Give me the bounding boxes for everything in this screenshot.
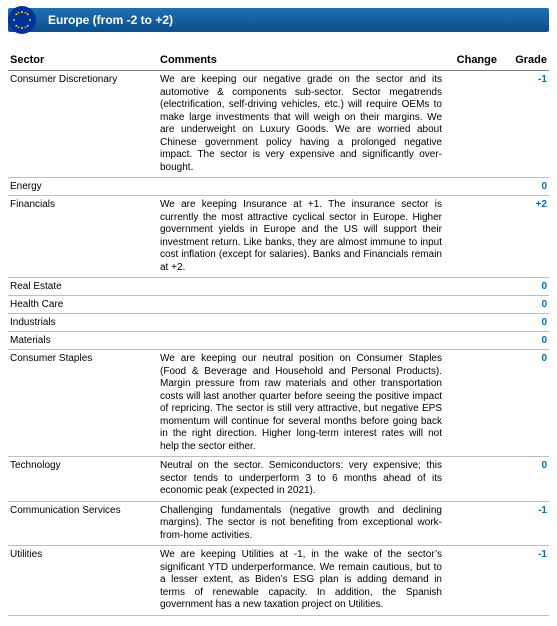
cell-grade: 0 [499,314,549,332]
table-body: Consumer DiscretionaryWe are keeping our… [8,71,549,616]
cell-grade: 0 [499,350,549,457]
header-fill: Europe (from -2 to +2) [44,9,549,31]
cell-sector: Financials [8,196,158,278]
cell-comments [158,296,444,314]
cell-comments: We are keeping our neutral position on C… [158,350,444,457]
table-row: Communication ServicesChallenging fundam… [8,501,549,546]
cell-grade: -1 [499,501,549,546]
col-grade: Grade [499,50,549,71]
cell-comments [158,332,444,350]
cell-change [444,296,499,314]
table-row: Consumer DiscretionaryWe are keeping our… [8,71,549,178]
cell-sector: Health Care [8,296,158,314]
table-row: TechnologyNeutral on the sector. Semicon… [8,457,549,502]
table-row: Consumer StaplesWe are keeping our neutr… [8,350,549,457]
eu-flag-icon [8,6,36,34]
cell-sector: Industrials [8,314,158,332]
cell-sector: Energy [8,178,158,196]
table-row: Real Estate 0 [8,278,549,296]
cell-grade: 0 [499,178,549,196]
cell-comments: Neutral on the sector. Semiconductors: v… [158,457,444,502]
cell-sector: Real Estate [8,278,158,296]
table-row: UtilitiesWe are keeping Utilities at -1,… [8,546,549,616]
region-header: Europe (from -2 to +2) [8,8,549,32]
table-row: Health Care 0 [8,296,549,314]
table-row: FinancialsWe are keeping Insurance at +1… [8,196,549,278]
cell-sector: Communication Services [8,501,158,546]
cell-change [444,457,499,502]
cell-change [444,546,499,616]
cell-sector: Utilities [8,546,158,616]
cell-sector: Technology [8,457,158,502]
cell-comments: We are keeping Insurance at +1. The insu… [158,196,444,278]
cell-grade: 0 [499,332,549,350]
cell-change [444,501,499,546]
cell-grade: -1 [499,546,549,616]
col-sector: Sector [8,50,158,71]
cell-sector: Consumer Discretionary [8,71,158,178]
region-title: Europe (from -2 to +2) [44,8,549,32]
cell-sector: Consumer Staples [8,350,158,457]
cell-grade: -1 [499,71,549,178]
cell-comments: We are keeping Utilities at -1, in the w… [158,546,444,616]
cell-grade: 0 [499,457,549,502]
cell-grade: 0 [499,296,549,314]
cell-comments [158,278,444,296]
table-row: Energy 0 [8,178,549,196]
cell-comments [158,314,444,332]
cell-change [444,314,499,332]
cell-grade: +2 [499,196,549,278]
cell-change [444,350,499,457]
cell-grade: 0 [499,278,549,296]
table-row: Materials 0 [8,332,549,350]
cell-sector: Materials [8,332,158,350]
cell-change [444,71,499,178]
table-header-row: Sector Comments Change Grade [8,50,549,71]
cell-change [444,178,499,196]
cell-change [444,196,499,278]
cell-comments: Challenging fundamentals (negative growt… [158,501,444,546]
col-change: Change [444,50,499,71]
table-row: Industrials 0 [8,314,549,332]
cell-change [444,332,499,350]
cell-comments: We are keeping our negative grade on the… [158,71,444,178]
cell-comments [158,178,444,196]
cell-change [444,278,499,296]
col-comments: Comments [158,50,444,71]
sector-table: Sector Comments Change Grade Consumer Di… [8,50,549,616]
